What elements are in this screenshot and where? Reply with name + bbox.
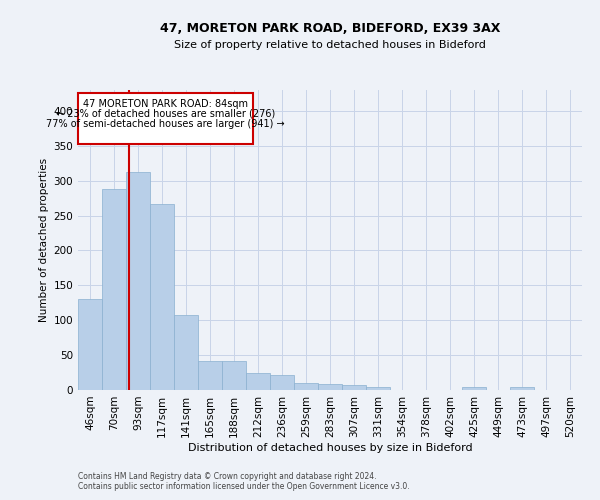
Bar [462,387,486,390]
Text: 47 MORETON PARK ROAD: 84sqm: 47 MORETON PARK ROAD: 84sqm [83,99,248,109]
Bar [510,386,534,390]
Text: Contains public sector information licensed under the Open Government Licence v3: Contains public sector information licen… [78,482,410,491]
Y-axis label: Number of detached properties: Number of detached properties [39,158,49,322]
X-axis label: Distribution of detached houses by size in Bideford: Distribution of detached houses by size … [188,442,472,452]
Bar [246,372,270,390]
Text: Size of property relative to detached houses in Bideford: Size of property relative to detached ho… [174,40,486,50]
Bar [102,189,126,390]
Bar [366,387,390,390]
Text: ← 23% of detached houses are smaller (276): ← 23% of detached houses are smaller (27… [56,109,275,119]
Bar [294,383,318,390]
Bar [270,376,294,390]
Bar [78,300,102,390]
Text: 47, MORETON PARK ROAD, BIDEFORD, EX39 3AX: 47, MORETON PARK ROAD, BIDEFORD, EX39 3A… [160,22,500,36]
Bar [150,204,174,390]
Bar [222,360,246,390]
Bar [126,172,150,390]
Bar [174,314,198,390]
Text: 77% of semi-detached houses are larger (941) →: 77% of semi-detached houses are larger (… [46,118,285,128]
FancyBboxPatch shape [78,94,253,144]
Bar [198,360,222,390]
Text: Contains HM Land Registry data © Crown copyright and database right 2024.: Contains HM Land Registry data © Crown c… [78,472,377,481]
Bar [318,384,342,390]
Bar [342,385,366,390]
